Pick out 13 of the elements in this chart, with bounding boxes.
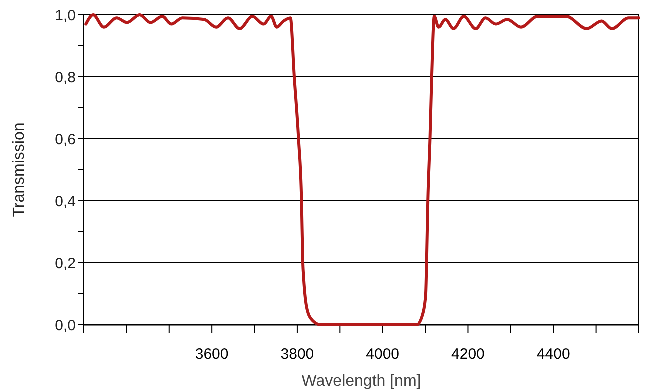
y-tick-label: 0,2 (55, 255, 76, 272)
y-axis-title: Transmission (11, 122, 28, 218)
x-tick-label: 3800 (280, 346, 314, 363)
y-tick-label: 0,0 (55, 317, 76, 334)
x-tick-label: 3600 (195, 346, 229, 363)
x-tick-label: 4400 (536, 346, 570, 363)
y-tick-label: 1,0 (55, 7, 76, 24)
y-tick-label: 0,4 (55, 193, 76, 210)
x-tick-label: 4200 (452, 346, 485, 363)
y-tick-label: 0,8 (55, 69, 76, 86)
y-tick-label: 0,6 (55, 131, 76, 148)
x-tick-label: 4000 (366, 346, 400, 363)
x-axis-title: Wavelength [nm] (302, 373, 422, 390)
